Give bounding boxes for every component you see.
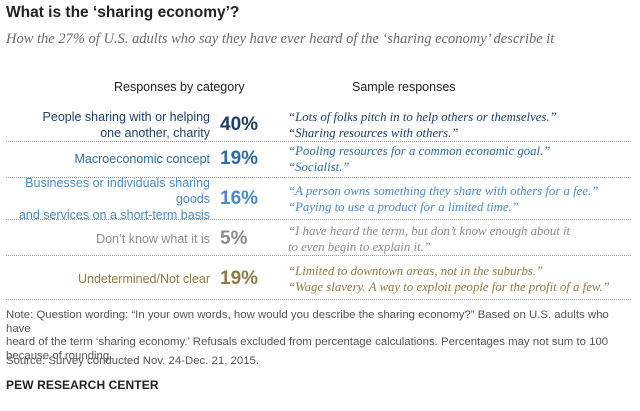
column-header-categories: Responses by category [114,80,245,94]
chart-title: What is the ‘sharing economy’? [6,4,240,21]
category-label: Businesses or individuals sharing goods a… [0,175,210,223]
row-divider [6,177,631,178]
category-label-line: People sharing with or helping [42,110,210,124]
category-label-text: Undetermined/Not clear [78,271,210,287]
category-label-text: Macroeconomic concept [75,151,210,167]
row-divider [6,255,631,256]
column-header-samples: Sample responses [352,80,456,94]
table-row: Businesses or individuals sharing goods a… [0,175,640,223]
row-divider [6,219,631,220]
sample-response: “Pooling resources for a common economic… [288,143,551,158]
sample-response: “Socialist.” [288,159,350,174]
sample-responses: “Pooling resources for a common economic… [288,141,633,176]
category-label-line: Undetermined/Not clear [77,272,210,286]
sample-response: “Sharing resources with others.” [288,126,459,140]
sample-response: “Wage slavery. A way to exploit people f… [288,280,610,294]
sample-response: “Paying to use a product for a limited t… [288,200,519,214]
brand-logo-text: PEW RESEARCH CENTER [6,378,159,392]
category-label-text: People sharing with or helping one anothe… [43,109,210,141]
sample-responses: “Limited to downtown areas, not in the s… [288,258,633,300]
percentage-value: 19% [220,268,259,289]
sample-responses: “A person owns something they share with… [288,178,633,220]
category-label-line: Macroeconomic concept [74,151,210,166]
sample-responses: “I have heard the term, but don’t know e… [288,222,633,256]
percentage-value: 16% [220,188,259,209]
category-label-line: Don’t know what it is [96,232,210,246]
sample-response: “Lots of folks pitch in to help others o… [288,110,557,124]
percentage-value: 40% [220,114,259,135]
category-label-line: Businesses or individuals sharing goods [25,176,210,206]
footnote-line: heard of the term ‘sharing economy.’ Ref… [6,336,609,348]
category-label: Don’t know what it is [0,222,210,256]
table-row: Don’t know what it is 5% “I have heard the… [0,222,640,256]
category-label: Macroeconomic concept [0,141,210,176]
category-label: People sharing with or helping one anothe… [0,100,210,150]
chart-subtitle: How the 27% of U.S. adults who say they … [6,31,555,47]
sample-response: to even begin to explain it.” [288,240,431,254]
category-label-text: Don’t know what it is [96,231,210,247]
percentage-value: 5% [220,228,248,249]
category-label: Undetermined/Not clear [0,258,210,300]
sample-responses: “Lots of folks pitch in to help others o… [288,100,633,150]
footnote: Note: Question wording: “In your own wor… [6,309,634,363]
row-divider [6,141,631,142]
category-label-text: Businesses or individuals sharing goods a… [0,175,210,223]
footnote-line: Note: Question wording: “In your own wor… [6,309,609,335]
sample-response: “I have heard the term, but don’t know e… [288,224,571,238]
table-row: People sharing with or helping one anothe… [0,100,640,150]
table-row: Undetermined/Not clear 19% “Limited to dow… [0,258,640,300]
category-label-line: and services on a short-term basis [18,208,210,222]
sample-response: “Limited to downtown areas, not in the s… [288,264,544,278]
percentage-value: 19% [220,147,259,169]
table-row: Macroeconomic concept 19% “Pooling resourc… [0,141,640,176]
footnote-line: because of rounding. [6,349,113,362]
category-label-line: one another, charity [100,126,210,140]
sample-response: “A person owns something they share with… [288,184,599,198]
row-divider [6,299,631,300]
source-note: Source: Survey conducted Nov. 24-Dec. 21… [6,355,260,367]
